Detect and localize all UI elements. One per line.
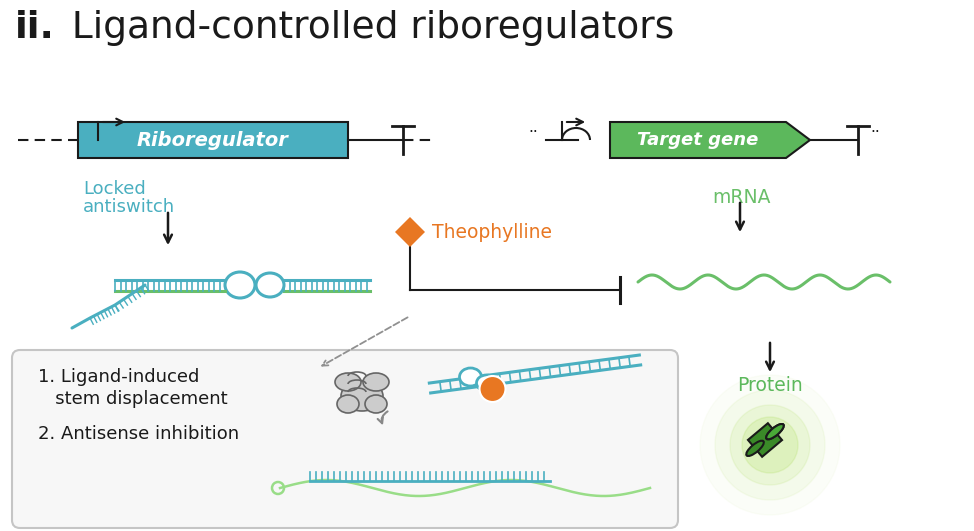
Circle shape	[742, 417, 798, 473]
Text: Ligand-controlled riboregulators: Ligand-controlled riboregulators	[60, 10, 674, 46]
Text: stem displacement: stem displacement	[38, 390, 228, 408]
Ellipse shape	[767, 424, 784, 439]
Text: Locked: Locked	[83, 180, 146, 198]
Ellipse shape	[341, 381, 383, 411]
Text: Riboregulator: Riboregulator	[137, 131, 289, 150]
FancyBboxPatch shape	[78, 122, 348, 158]
Polygon shape	[748, 423, 782, 457]
FancyBboxPatch shape	[12, 350, 678, 528]
Text: ..: ..	[528, 120, 538, 135]
Text: 2. Antisense inhibition: 2. Antisense inhibition	[38, 425, 240, 443]
Text: Protein: Protein	[737, 376, 803, 395]
Text: mRNA: mRNA	[712, 188, 770, 207]
Circle shape	[715, 390, 825, 500]
Text: ii.: ii.	[15, 10, 55, 46]
Polygon shape	[610, 122, 810, 158]
Ellipse shape	[225, 272, 255, 298]
Text: Theophylline: Theophylline	[432, 222, 552, 242]
Text: 1. Ligand-induced: 1. Ligand-induced	[38, 368, 200, 386]
Ellipse shape	[365, 395, 387, 413]
Ellipse shape	[767, 424, 784, 439]
Ellipse shape	[460, 368, 481, 386]
Circle shape	[479, 376, 506, 402]
Ellipse shape	[337, 395, 359, 413]
Text: ..: ..	[870, 120, 880, 135]
Text: Target gene: Target gene	[637, 131, 759, 149]
Ellipse shape	[746, 441, 764, 456]
Ellipse shape	[335, 373, 361, 391]
Ellipse shape	[476, 375, 497, 391]
Text: antiswitch: antiswitch	[83, 198, 175, 216]
Ellipse shape	[256, 273, 284, 297]
Polygon shape	[395, 217, 425, 247]
Ellipse shape	[363, 373, 389, 391]
Circle shape	[730, 405, 810, 485]
